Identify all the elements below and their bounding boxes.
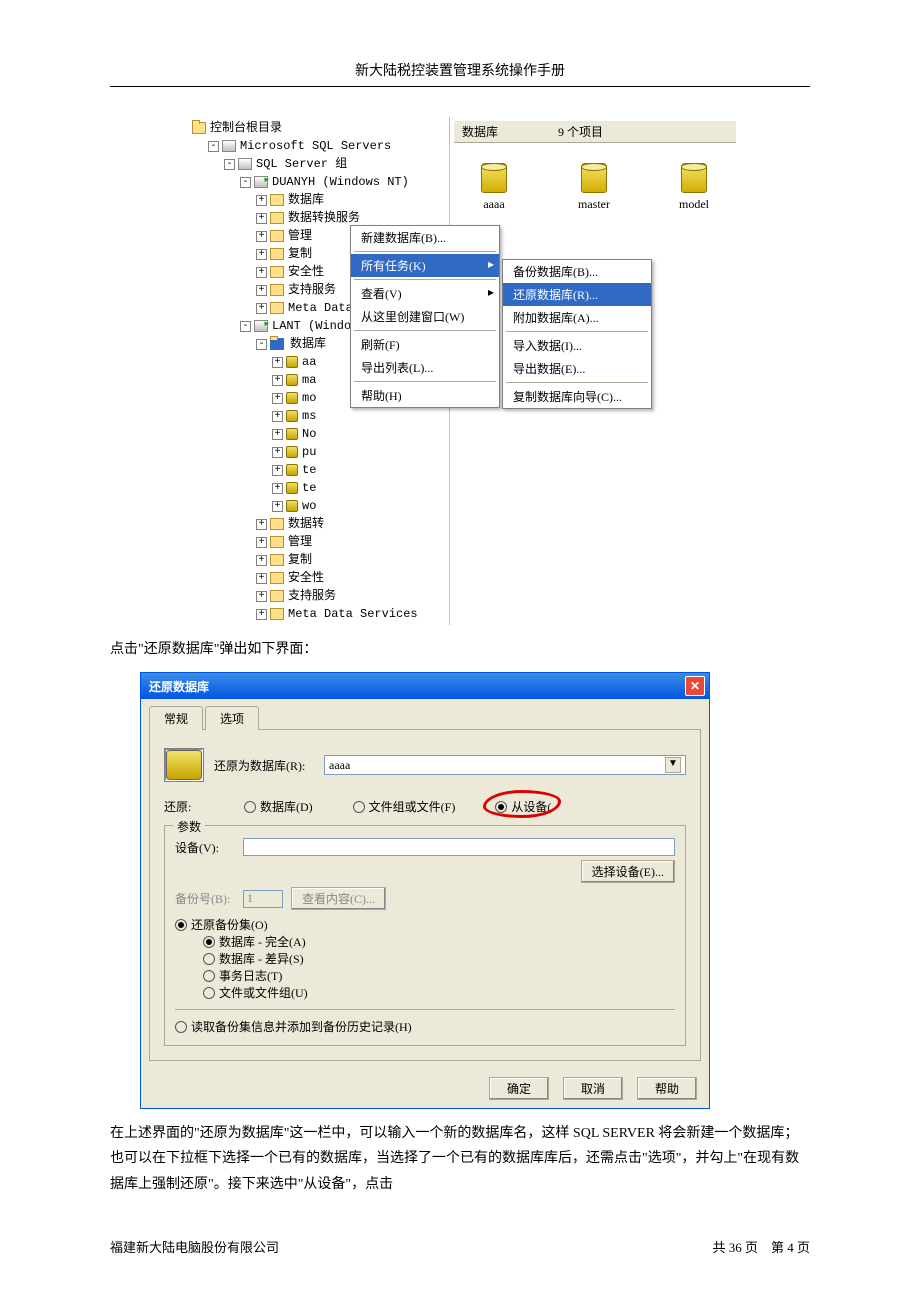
menu-item[interactable]: 从这里创建窗口(W) bbox=[351, 305, 499, 328]
cancel-button[interactable]: 取消 bbox=[563, 1077, 623, 1100]
database-icon bbox=[481, 163, 507, 193]
restore-as-combo[interactable]: aaaa ▼ bbox=[324, 755, 686, 775]
database-icon bbox=[166, 750, 202, 780]
tree-dbitem[interactable]: wo bbox=[302, 497, 316, 515]
help-button[interactable]: 帮助 bbox=[637, 1077, 697, 1100]
menu-item[interactable]: 导出列表(L)... bbox=[351, 356, 499, 379]
menu-item[interactable]: 备份数据库(B)... bbox=[503, 260, 651, 283]
backup-no-label: 备份号(B): bbox=[175, 890, 235, 907]
device-label: 设备(V): bbox=[175, 839, 235, 856]
tree-dbitem[interactable]: mo bbox=[302, 389, 316, 407]
tree-item[interactable]: 支持服务 bbox=[288, 281, 336, 299]
tree-dbitem[interactable]: aa bbox=[302, 353, 316, 371]
menu-item[interactable]: 导出数据(E)... bbox=[503, 357, 651, 380]
restore-label: 还原: bbox=[164, 798, 204, 815]
tree-dbitem[interactable]: te bbox=[302, 461, 316, 479]
restore-dialog: 还原数据库 ✕ 常规 选项 还原为数据库(R): aaaa ▼ 还原: 数据库(… bbox=[140, 672, 710, 1109]
list-hdr-count: 9 个项目 bbox=[558, 123, 603, 140]
menu-item[interactable]: 刷新(F) bbox=[351, 333, 499, 356]
context-submenu: 备份数据库(B)...还原数据库(R)...附加数据库(A)... 导入数据(I)… bbox=[502, 259, 652, 409]
restore-as-value: aaaa bbox=[329, 758, 350, 773]
radio-read-info[interactable]: 读取备份集信息并添加到备份历史记录(H) bbox=[175, 1018, 675, 1035]
doc-footer: 福建新大陆电脑股份有限公司 共 36 页 第 4 页 bbox=[110, 1237, 810, 1256]
params-fieldset: 参数 设备(V): 选择设备(E)... 备份号(B): 1 查看内容(C)..… bbox=[164, 825, 686, 1046]
tree-item[interactable]: 复制 bbox=[288, 245, 312, 263]
footer-right: 共 36 页 第 4 页 bbox=[712, 1237, 810, 1256]
tree-sqlgroup[interactable]: SQL Server 组 bbox=[256, 155, 347, 173]
radio-filegroup[interactable]: 文件组或文件(F) bbox=[353, 798, 456, 815]
tree-dbitem[interactable]: ms bbox=[302, 407, 316, 425]
db-item[interactable]: model bbox=[664, 163, 724, 212]
select-device-button[interactable]: 选择设备(E)... bbox=[581, 860, 675, 883]
menu-item[interactable]: 还原数据库(R)... bbox=[503, 283, 651, 306]
ok-button[interactable]: 确定 bbox=[489, 1077, 549, 1100]
tree-db-sel[interactable]: 数据库 bbox=[288, 335, 328, 353]
tree-dbitem[interactable]: te bbox=[302, 479, 316, 497]
db-item[interactable]: aaaa bbox=[464, 163, 524, 212]
tree-dbitem[interactable]: pu bbox=[302, 443, 316, 461]
tab-options[interactable]: 选项 bbox=[205, 706, 259, 730]
tree-item[interactable]: 安全性 bbox=[288, 569, 324, 587]
menu-item[interactable]: 复制数据库向导(C)... bbox=[503, 385, 651, 408]
tab-general[interactable]: 常规 bbox=[149, 706, 203, 730]
fieldset-legend: 参数 bbox=[173, 818, 205, 835]
restore-as-label: 还原为数据库(R): bbox=[214, 757, 314, 774]
database-icon bbox=[581, 163, 607, 193]
tree-dbitem[interactable]: ma bbox=[302, 371, 316, 389]
menu-item[interactable]: 附加数据库(A)... bbox=[503, 306, 651, 329]
screenshot-tree-view: 控制台根目录 -Microsoft SQL Servers -SQL Serve… bbox=[190, 117, 740, 625]
titlebar: 还原数据库 ✕ bbox=[141, 673, 709, 699]
menu-item[interactable]: 所有任务(K) bbox=[351, 254, 499, 277]
tree-item[interactable]: 复制 bbox=[288, 551, 312, 569]
tree-root[interactable]: 控制台根目录 bbox=[210, 119, 282, 137]
radio-file[interactable]: 文件或文件组(U) bbox=[203, 984, 675, 1001]
footer-left: 福建新大陆电脑股份有限公司 bbox=[110, 1237, 279, 1256]
view-content-button: 查看内容(C)... bbox=[291, 887, 386, 910]
close-button[interactable]: ✕ bbox=[685, 676, 705, 696]
tree-item[interactable]: Meta Data Services bbox=[288, 605, 418, 623]
tree-item[interactable]: 管理 bbox=[288, 533, 312, 551]
tree-dbitem[interactable]: No bbox=[302, 425, 316, 443]
paragraph: 点击"还原数据库"弹出如下界面： bbox=[110, 637, 810, 662]
database-icon bbox=[681, 163, 707, 193]
tree-item[interactable]: 数据库 bbox=[288, 191, 324, 209]
paragraph: 在上述界面的"还原为数据库"这一栏中，可以输入一个新的数据库名，这样 SQL S… bbox=[110, 1121, 810, 1197]
menu-item[interactable]: 查看(V) bbox=[351, 282, 499, 305]
tree-item[interactable]: 管理 bbox=[288, 227, 312, 245]
tree-item[interactable]: 数据转 bbox=[288, 515, 324, 533]
doc-header: 新大陆税控装置管理系统操作手册 bbox=[110, 60, 810, 87]
menu-item[interactable]: 导入数据(I)... bbox=[503, 334, 651, 357]
backup-no-input: 1 bbox=[243, 890, 283, 908]
chevron-down-icon[interactable]: ▼ bbox=[665, 757, 681, 773]
radio-database[interactable]: 数据库(D) bbox=[244, 798, 313, 815]
tree-item[interactable]: 安全性 bbox=[288, 263, 324, 281]
tree-srv1[interactable]: DUANYH (Windows NT) bbox=[272, 173, 409, 191]
list-pane: 数据库 9 个项目 aaaa master model 新建数据库(B)...所… bbox=[450, 117, 740, 625]
context-menu: 新建数据库(B)... 所有任务(K) 查看(V)从这里创建窗口(W) 刷新(F)导出… bbox=[350, 225, 500, 408]
radio-diff[interactable]: 数据库 - 差异(S) bbox=[203, 950, 675, 967]
menu-item[interactable]: 帮助(H) bbox=[351, 384, 499, 407]
tree-item[interactable]: 支持服务 bbox=[288, 587, 336, 605]
menu-item[interactable]: 新建数据库(B)... bbox=[351, 226, 499, 249]
list-hdr-db: 数据库 bbox=[462, 123, 498, 140]
db-item[interactable]: master bbox=[564, 163, 624, 212]
radio-device[interactable]: 从设备( bbox=[495, 798, 551, 815]
radio-restore-set[interactable]: 还原备份集(O) bbox=[175, 916, 675, 933]
tree-sqlservers[interactable]: Microsoft SQL Servers bbox=[240, 137, 391, 155]
dialog-title: 还原数据库 bbox=[149, 678, 209, 695]
device-input[interactable] bbox=[243, 838, 675, 856]
radio-log[interactable]: 事务日志(T) bbox=[203, 967, 675, 984]
radio-full[interactable]: 数据库 - 完全(A) bbox=[203, 933, 675, 950]
